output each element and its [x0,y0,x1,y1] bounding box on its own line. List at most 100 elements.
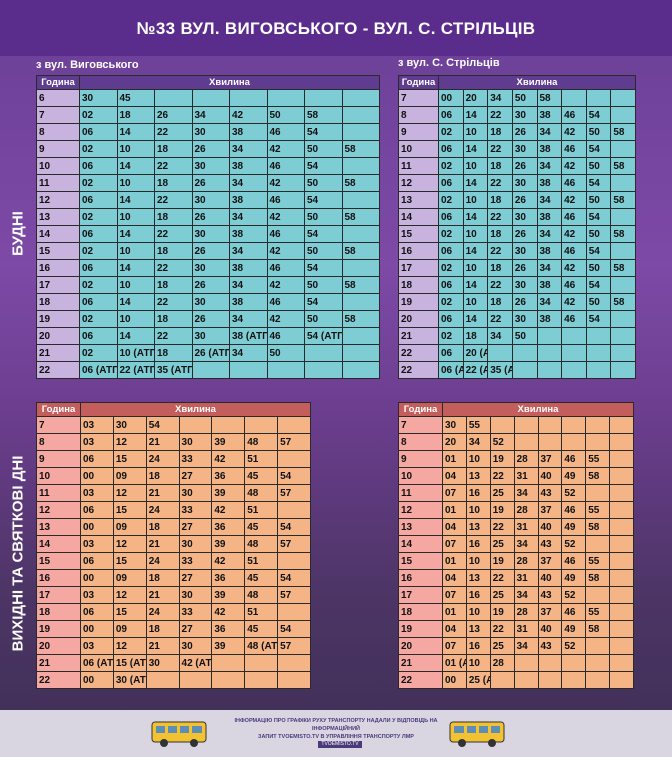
table-row: 19 04 13 22 31 40 49 58 [398,620,634,638]
minute-cell: 06 [79,259,118,277]
minute-cell: 37 [537,603,563,621]
minute-cell: 58 [610,225,636,243]
footer-logo: TVOEMISTO.TV [318,741,362,748]
minute-cell [609,518,634,536]
minute-cell: 06 [80,552,114,570]
minute-cell [610,174,636,192]
minute-cell: 54 [304,157,343,175]
minute-cell: 42 [266,174,305,192]
table-row: 19 00 09 18 27 36 45 54 [36,620,311,638]
minute-cell: 50 [585,259,612,277]
minute-cell [561,89,587,107]
hour-cell: 21 [36,654,81,672]
hour-cell: 15 [36,552,81,570]
hour-cell: 7 [398,89,439,107]
hour-cell: 11 [36,174,80,192]
minute-cell: 48 [244,433,279,451]
table-row: 15 02 10 18 26 34 42 50 58 [398,225,636,243]
minute-cell: 46 [561,276,587,294]
minute-cell: 50 [585,123,612,141]
minute-cell: 26 [511,259,538,277]
minute-cell: 15 [112,552,147,570]
table-header-row: Година Хвилина [36,75,380,90]
table-row: 13 04 13 22 31 40 49 58 [398,518,634,536]
minute-cell [536,327,563,345]
minute-cell: 30 [191,225,230,243]
minute-cell [610,242,636,260]
minute-cell: 58 [341,242,380,260]
direction-label-2: з вул. С. Стрільців [398,57,500,69]
minute-cell: 25 [489,586,515,604]
minute-cell [609,552,634,570]
hour-cell: 11 [398,157,439,175]
minute-cell: 39 [211,433,246,451]
minute-cell: 34 [465,433,491,451]
table-row: 18 06 14 22 30 38 46 54 [398,276,636,294]
minute-cell: 46 [561,242,587,260]
minute-cell: 22 [154,293,193,311]
minute-cell: 36 [211,620,246,638]
minute-cell: 18 [145,569,180,587]
minute-cell: 26 [511,157,538,175]
minute-cell: 30 [79,89,118,107]
minute-cell: 58 [341,208,380,226]
minute-cell [609,603,634,621]
hour-cell: 14 [36,225,80,243]
table-row: 12 06 14 22 30 38 46 54 [36,191,380,209]
minute-cell: 49 [561,569,587,587]
minute-header: Хвилина [80,402,311,417]
minute-cell: 55 [585,552,611,570]
minute-cell: 36 [211,518,246,536]
minute-cell: 13 [465,569,491,587]
minute-cell: 24 [145,501,180,519]
minute-cell: 10 [465,603,491,621]
minute-cell: 30 [178,586,213,604]
minute-cell [609,586,634,604]
minute-cell [277,671,311,689]
minute-cell: 42 [266,276,305,294]
table-row: 17 02 10 18 26 34 42 50 58 [398,259,636,277]
minute-cell: 55 [585,603,611,621]
table-row: 13 00 09 18 27 36 45 54 [36,518,311,536]
minute-cell: 54 [277,518,311,536]
hour-cell: 10 [398,467,443,485]
minute-cell [585,586,611,604]
minute-cell: 10 [116,310,155,328]
hour-cell: 19 [398,620,443,638]
minute-cell: 27 [178,620,213,638]
minute-cell: 50 [266,106,305,124]
minute-cell: 01 [442,450,467,468]
table-row: 12 01 10 19 28 37 46 55 [398,501,634,519]
minute-cell [266,89,305,107]
weekend-dir1-table: Година Хвилина 7 03 30 54 8 03 12 21 30 39 48 57 9 06 15… [36,402,311,689]
minute-cell: 28 [513,552,539,570]
minute-cell: 16 [465,586,491,604]
minute-cell: 51 [244,603,279,621]
hour-cell: 12 [398,501,443,519]
minute-cell: 38 [229,293,268,311]
table-header-row: Година Хвилина [398,75,636,90]
table-row: 9 06 15 24 33 42 51 [36,450,311,468]
minute-cell: 55 [465,416,491,434]
hour-cell: 16 [36,569,81,587]
minute-cell: 42 [211,552,246,570]
minute-cell: 02 [79,174,118,192]
minute-cell: 42 [561,123,587,141]
minute-cell: 18 [145,518,180,536]
minute-cell: 34 [229,242,268,260]
minute-cell [513,416,539,434]
minute-cell: 45 [244,569,279,587]
table-row: 8 03 12 21 30 39 48 57 [36,433,311,451]
table-row: 17 02 10 18 26 34 42 50 58 [36,276,380,294]
hour-cell: 13 [36,518,81,536]
minute-cell [537,671,563,689]
table-row: 14 06 14 22 30 38 46 54 [398,208,636,226]
table-row: 20 07 16 25 34 43 52 [398,637,634,655]
table-header-row: Година Хвилина [398,402,634,417]
minute-cell: 58 [585,518,611,536]
minute-cell [229,89,268,107]
minute-cell [511,344,538,362]
minute-cell: 03 [80,484,114,502]
minute-cell: 26 [511,191,538,209]
minute-cell: 50 [304,140,343,158]
